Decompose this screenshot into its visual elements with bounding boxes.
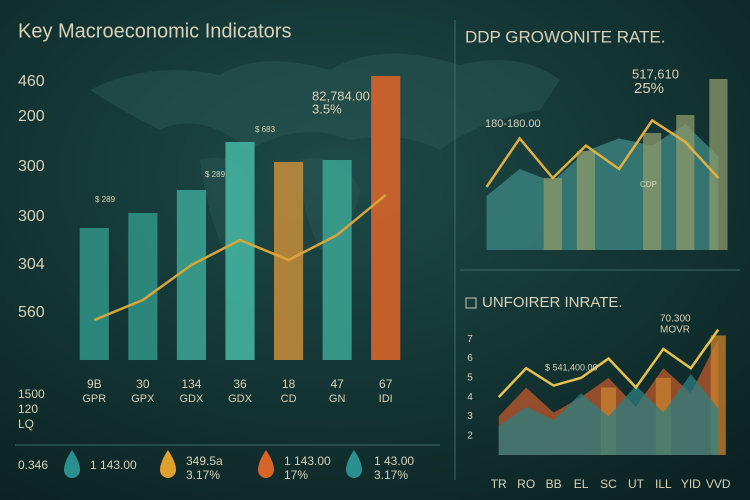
y-tick-label: 560 [18,304,45,321]
annotation: MOVR [660,325,690,336]
x-tick-label: SC [600,477,617,491]
annotation: 517,610 [632,66,679,81]
x-tick-label: 47 [330,377,344,391]
stat: 1 143.00 [284,454,331,468]
drop-icon [64,450,80,478]
line [93,194,387,322]
annotation: 3.5% [312,101,342,116]
annotation: $ 289 [95,195,116,204]
y-tick-label: 300 [18,208,45,225]
x-tick-code: GN [329,393,346,405]
title-box [465,297,477,309]
stat: 3.17% [186,468,220,482]
x-tick-label: UT [628,477,645,491]
y-tick-label: 7 [467,334,473,345]
x-tick-code: GDX [228,393,253,405]
x-tick-label: 30 [136,377,150,391]
annotation: $ 683 [255,125,276,134]
y-tick-label: 5 [467,372,473,383]
x-tick-label: EL [574,477,589,491]
area [498,374,719,455]
world-map [90,53,560,150]
x-tick-label: BB [546,477,562,491]
annotation: $ 289 [205,170,226,179]
bar [322,160,352,360]
line [497,328,720,399]
stat: 1 143.00 [90,458,137,472]
bar [643,133,662,250]
stat: 1 43.00 [374,454,414,468]
x-tick-label: 9B [87,377,102,391]
x-tick-code: IDI [379,393,393,405]
chart-title: UNFOIRER INRATE. [482,294,623,311]
x-tick-label: 18 [282,377,296,391]
side-label: LQ [18,417,34,431]
y-tick-label: 304 [18,256,45,273]
bar [543,178,562,250]
y-tick-label: 200 [18,108,45,125]
x-tick-code: CD [281,393,297,405]
x-tick-label: YID [681,477,701,491]
stat: 3.17% [374,468,408,482]
bar [79,228,109,360]
x-tick-label: RO [517,477,535,491]
bar [371,76,401,360]
y-tick-label: 4 [467,392,473,403]
y-tick-label: 460 [18,73,45,90]
side-label: 1500 [18,387,45,401]
x-tick-code: GDX [180,393,205,405]
side-label: 120 [18,402,38,416]
chart-title: Key Macroeconomic Indicators [18,20,291,42]
x-tick-label: VVD [706,477,731,491]
x-tick-code: GPX [131,393,155,405]
annotation: $ 541,400.00 [545,362,598,372]
bar [676,115,695,250]
drop-icon [160,450,176,478]
x-tick-label: TR [491,477,507,491]
bar [176,190,206,360]
x-tick-label: ILL [655,477,672,491]
annotation: CDP [640,180,657,189]
bar [709,79,728,250]
annotation: 180-180.00 [485,118,541,130]
annotation: 25% [634,80,664,97]
drop-icon [258,450,274,478]
line [485,118,720,188]
y-tick-label: 6 [467,353,473,364]
bar [576,151,596,250]
drop-icon [346,450,362,478]
x-tick-label: 67 [379,377,393,391]
stat: 17% [284,468,308,482]
annotation: 70.300 [660,314,691,325]
x-tick-code: GPR [82,393,106,405]
chart-title: DDP GROWONITE RATE. [465,27,666,46]
y-tick-label: 3 [467,411,473,422]
x-tick-label: 36 [233,377,247,391]
bar [128,213,158,360]
stat: 0.346 [18,458,48,472]
y-tick-label: 2 [467,430,473,441]
y-tick-label: 300 [18,158,45,175]
bar [225,142,255,360]
annotation: 82,784.00 [312,88,370,103]
x-tick-label: 134 [181,377,201,391]
stat: 349.5a [186,454,223,468]
